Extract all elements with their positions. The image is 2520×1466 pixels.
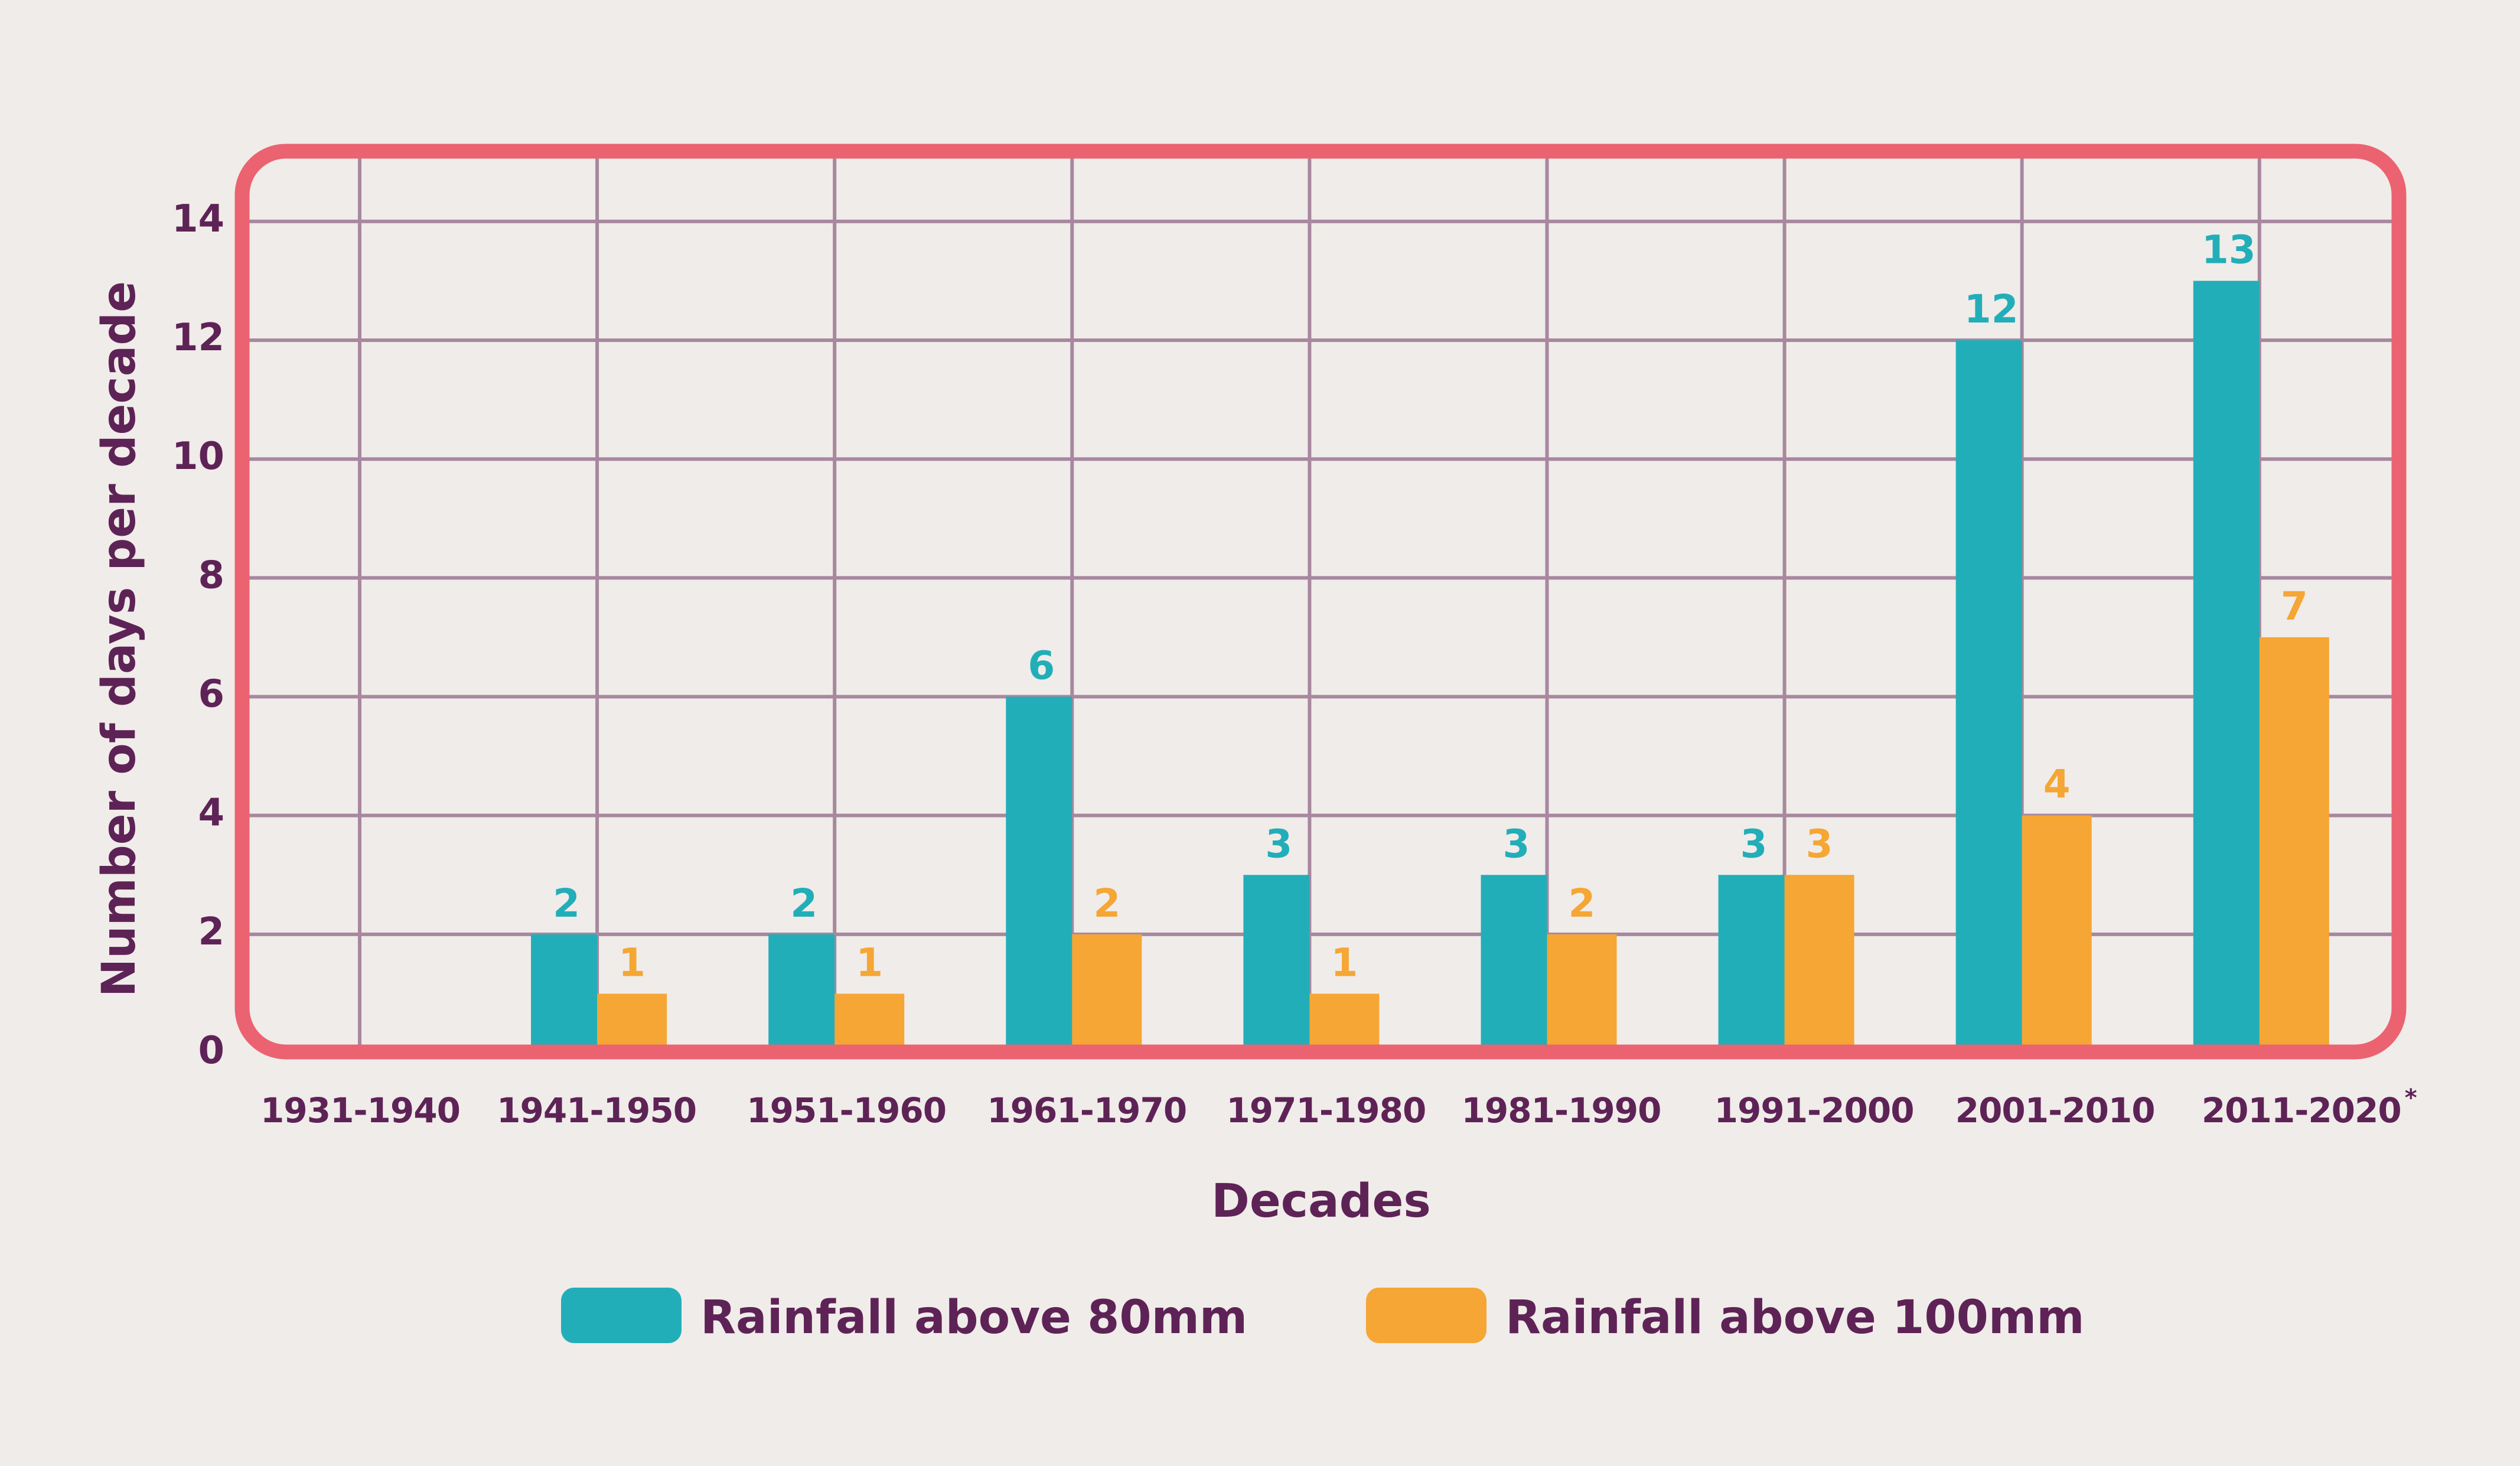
y-tick-label: 4 <box>198 791 224 835</box>
x-tick-label: 1941-1950 <box>497 1090 696 1131</box>
y-axis-ticks: 0 2 4 6 8 10 12 14 <box>172 197 224 1073</box>
x-tick-label: 1951-1960 <box>746 1090 946 1131</box>
y-tick-label: 0 <box>198 1029 224 1073</box>
bar-80mm-1961-1970 <box>1006 696 1072 1045</box>
bar-80mm-2011-2020 <box>2193 281 2260 1045</box>
y-tick-label: 6 <box>198 673 224 716</box>
x-tick-label: 1971-1980 <box>1226 1090 1426 1131</box>
legend-swatch-100mm <box>1366 1288 1486 1343</box>
bar-100mm-1981-1990 <box>1547 934 1617 1045</box>
x-tick-label: 1931-1940 <box>260 1090 460 1131</box>
value-label-100mm: 2 <box>1093 881 1120 926</box>
legend: Rainfall above 80mm Rainfall above 100mm <box>561 1288 2084 1344</box>
value-label-100mm: 1 <box>856 940 883 985</box>
bar-80mm-1991-2000 <box>1718 875 1785 1045</box>
y-axis-title: Number of days per decade <box>93 281 146 997</box>
y-tick-label: 14 <box>172 197 224 241</box>
bar-100mm-2011-2020 <box>2259 637 2329 1045</box>
bar-80mm-1971-1980 <box>1243 875 1310 1045</box>
bar-100mm-1971-1980 <box>1309 993 1380 1045</box>
bar-80mm-1941-1950 <box>531 934 598 1045</box>
x-axis-ticks: 1931-1940 1941-1950 1951-1960 1961-1970 1971… <box>260 1084 2417 1131</box>
value-label-80mm: 3 <box>1265 821 1292 866</box>
bar-100mm-1991-2000 <box>1784 875 1854 1045</box>
y-tick-label: 2 <box>198 910 224 954</box>
x-tick-label: 1991-2000 <box>1714 1090 1914 1131</box>
x-tick-label: 1981-1990 <box>1462 1090 1661 1131</box>
bar-100mm-1961-1970 <box>1072 934 1142 1045</box>
value-label-80mm: 2 <box>553 881 580 926</box>
bar-100mm-1941-1950 <box>597 993 667 1045</box>
plot-frame <box>234 144 2407 1060</box>
x-tick-label: 1961-1970 <box>987 1090 1186 1131</box>
footnote-asterisk: * <box>2405 1084 2417 1112</box>
bar-100mm-2001-2010 <box>2022 815 2092 1045</box>
value-label-80mm: 3 <box>1740 821 1768 866</box>
value-label-100mm: 7 <box>2281 584 2308 629</box>
value-label-80mm: 6 <box>1028 643 1055 689</box>
bar-100mm-1951-1960 <box>834 993 905 1045</box>
legend-item-80mm[interactable]: Rainfall above 80mm <box>561 1288 1247 1344</box>
value-label-100mm: 4 <box>2043 762 2071 807</box>
value-label-100mm: 3 <box>1806 821 1833 866</box>
bars <box>531 281 2329 1045</box>
value-label-100mm: 1 <box>618 940 646 985</box>
value-label-100mm: 1 <box>1331 940 1358 985</box>
value-label-100mm: 2 <box>1569 881 1596 926</box>
x-tick-label: 2011-2020 <box>2202 1090 2401 1131</box>
y-tick-label: 12 <box>172 316 224 360</box>
x-tick-label: 2001-2010 <box>1955 1090 2155 1131</box>
bar-80mm-1951-1960 <box>768 934 835 1045</box>
legend-swatch-80mm <box>561 1288 682 1343</box>
value-label-80mm: 3 <box>1503 821 1530 866</box>
bar-80mm-2001-2010 <box>1955 340 2022 1045</box>
legend-item-100mm[interactable]: Rainfall above 100mm <box>1366 1288 2084 1344</box>
y-tick-label: 10 <box>172 435 224 478</box>
value-label-80mm: 13 <box>2202 227 2256 272</box>
legend-label-80mm: Rainfall above 80mm <box>700 1291 1247 1344</box>
bar-80mm-1981-1990 <box>1481 875 1547 1045</box>
value-label-80mm: 2 <box>790 881 817 926</box>
x-axis-title: Decades <box>1211 1175 1431 1228</box>
value-label-80mm: 12 <box>1964 286 2019 332</box>
legend-label-100mm: Rainfall above 100mm <box>1505 1291 2084 1344</box>
y-tick-label: 8 <box>198 553 224 597</box>
